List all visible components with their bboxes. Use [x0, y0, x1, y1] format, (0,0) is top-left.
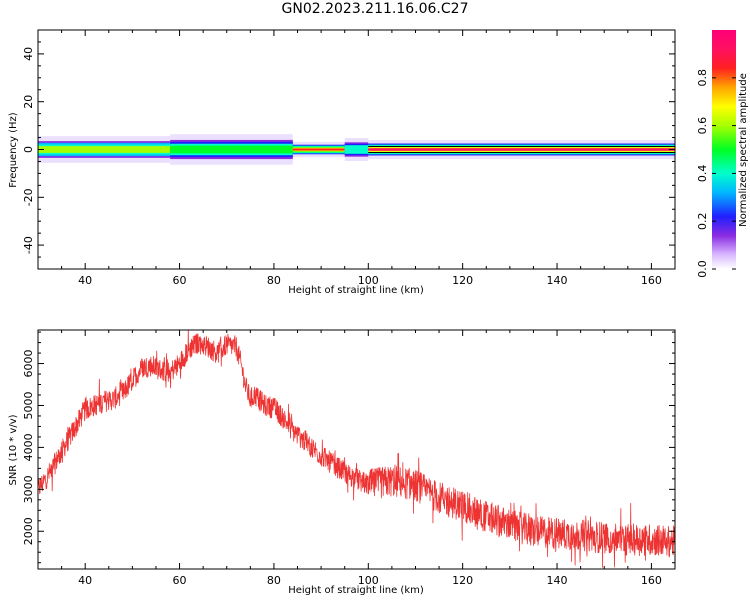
- figure-title: GN02.2023.211.16.06.C27: [281, 1, 469, 17]
- colorbar-tick-label: 0.0: [696, 260, 709, 278]
- snr-y-axis-label: SNR (10 * v/v): [8, 414, 19, 485]
- snr-xtick-label: 140: [547, 574, 568, 587]
- snr-xtick-label: 160: [641, 574, 662, 587]
- snr-ytick-label: 3000: [22, 475, 35, 503]
- spectrogram-xtick-label: 60: [173, 274, 187, 287]
- colorbar-ticks: 0.0 0.2 0.4 0.6 0.8: [696, 69, 736, 278]
- colorbar-label: Normalized spectral amplitude: [738, 73, 749, 227]
- spectrogram-xtick-label: 100: [358, 274, 379, 287]
- colorbar: 0.0 0.2 0.4 0.6 0.8 Normalized spectral ampl…: [696, 30, 749, 278]
- spectrogram-xtick-label: 80: [267, 274, 281, 287]
- spectrogram-heatmap: [38, 134, 675, 165]
- colorbar-tick-label: 0.8: [696, 69, 709, 87]
- spectrogram-panel: 40 60 80 100 120 140 160 -40 -20 0 20 40 Height of …: [8, 29, 676, 296]
- spectral-core: [38, 148, 171, 151]
- spectrogram-ytick-label: 20: [22, 95, 35, 109]
- snr-plot-area: [38, 330, 675, 568]
- snr-ytick-label: 2000: [22, 517, 35, 545]
- snr-ytick-label: 5000: [22, 391, 35, 419]
- snr-xtick-label: 60: [173, 574, 187, 587]
- snr-xtick-label: 100: [358, 574, 379, 587]
- spectrogram-xtick-label: 140: [547, 274, 568, 287]
- snr-xtick-label: 120: [452, 574, 473, 587]
- spectrogram-y-axis-label: Frequency (Hz): [8, 112, 19, 188]
- spectrogram-ytick-label: 0: [22, 146, 35, 153]
- snr-xtick-label: 40: [78, 574, 92, 587]
- snr-x-axis-label: Height of straight line (km): [288, 585, 424, 596]
- spectral-core: [344, 148, 369, 151]
- colorbar-gradient: [712, 30, 736, 269]
- snr-frame: [37, 329, 676, 570]
- spectrogram-x-axis-label: Height of straight line (km): [288, 285, 424, 296]
- spectral-core: [292, 148, 345, 151]
- snr-ytick-label: 4000: [22, 433, 35, 461]
- spectral-core: [170, 148, 293, 151]
- spectrogram-ytick-label: -20: [22, 188, 35, 206]
- spectrogram-xtick-label: 40: [78, 274, 92, 287]
- spectrogram-axis-ticks: 40 60 80 100 120 140 160 -40 -20 0 20 40: [22, 29, 676, 287]
- snr-series-line: [38, 330, 675, 568]
- spectral-core: [368, 148, 675, 151]
- snr-panel: 40 60 80 100 120 140 160 2000 3000 4000 5000 6000 H…: [8, 329, 676, 596]
- snr-ytick-label: 6000: [22, 350, 35, 378]
- snr-xtick-label: 80: [267, 574, 281, 587]
- spectrogram-ytick-label: 40: [22, 47, 35, 61]
- colorbar-tick-label: 0.4: [696, 165, 709, 183]
- spectrogram-ytick-label: -40: [22, 236, 35, 254]
- colorbar-tick-label: 0.6: [696, 117, 709, 135]
- colorbar-tick-label: 0.2: [696, 212, 709, 230]
- snr-axis-ticks: 40 60 80 100 120 140 160 2000 3000 4000 5000 6000: [22, 330, 676, 587]
- spectrogram-xtick-label: 120: [452, 274, 473, 287]
- spectrogram-xtick-label: 160: [641, 274, 662, 287]
